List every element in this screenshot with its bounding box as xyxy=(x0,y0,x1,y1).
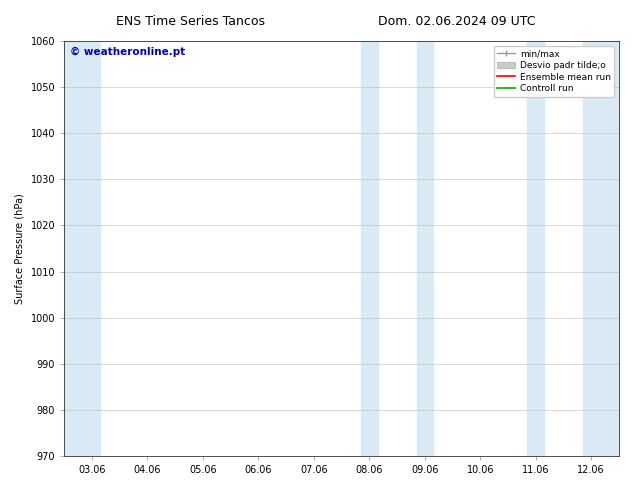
Legend: min/max, Desvio padr tilde;o, Ensemble mean run, Controll run: min/max, Desvio padr tilde;o, Ensemble m… xyxy=(494,46,614,97)
Bar xyxy=(583,41,619,456)
Bar xyxy=(417,41,433,456)
Y-axis label: Surface Pressure (hPa): Surface Pressure (hPa) xyxy=(15,193,25,304)
Bar xyxy=(64,41,100,456)
Text: Dom. 02.06.2024 09 UTC: Dom. 02.06.2024 09 UTC xyxy=(378,15,535,28)
Text: © weatheronline.pt: © weatheronline.pt xyxy=(70,47,185,57)
Text: ENS Time Series Tancos: ENS Time Series Tancos xyxy=(115,15,265,28)
Bar xyxy=(361,41,378,456)
Bar xyxy=(527,41,544,456)
